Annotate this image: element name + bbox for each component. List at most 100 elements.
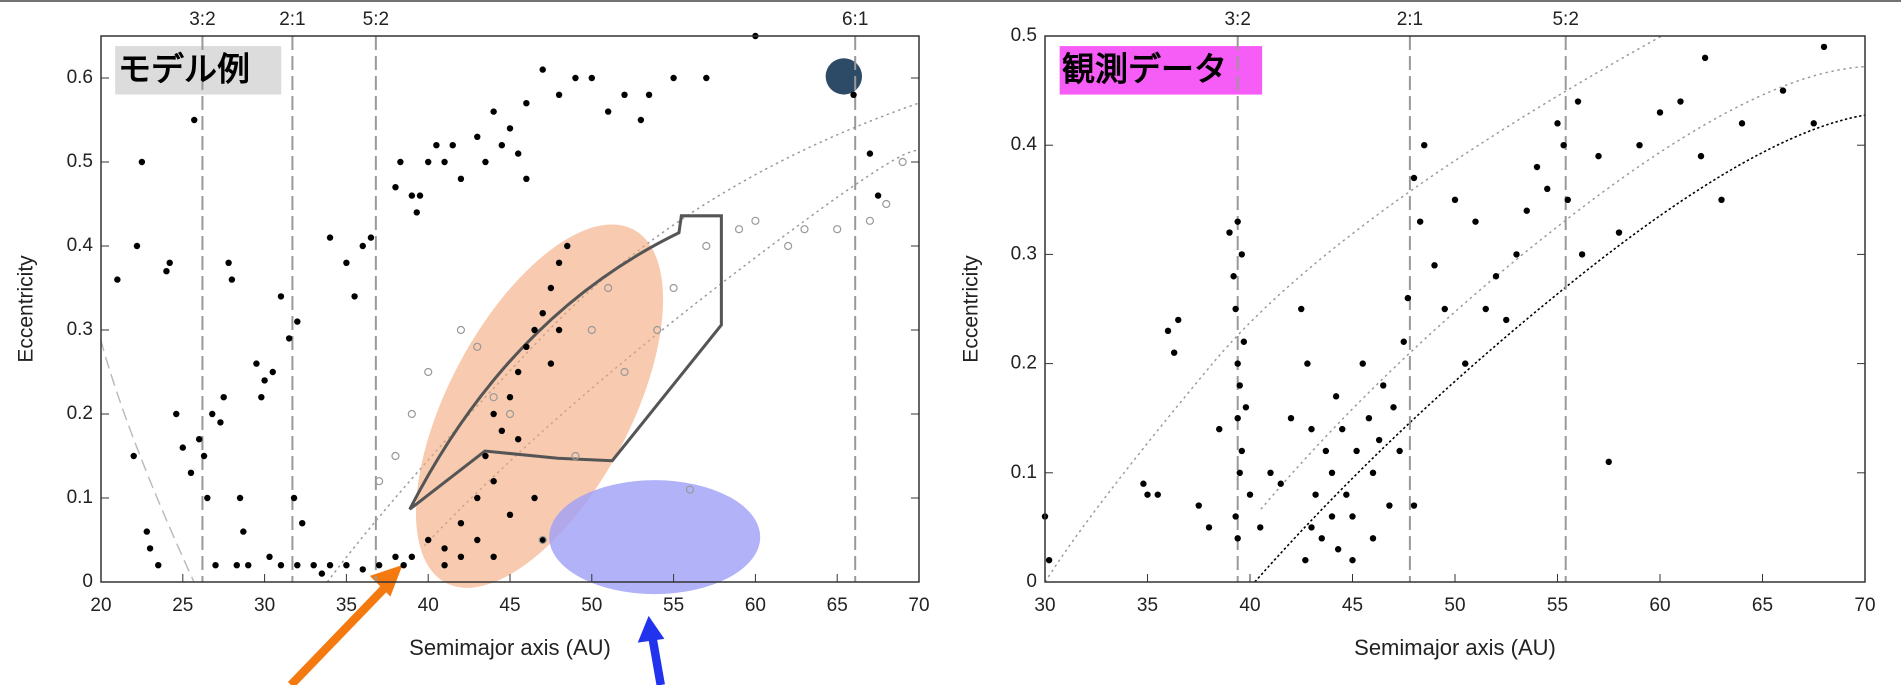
point — [367, 234, 375, 241]
point — [1431, 262, 1438, 269]
point — [1820, 43, 1828, 51]
point — [1328, 469, 1336, 476]
point — [653, 325, 662, 335]
point — [277, 293, 285, 300]
y-tick-label: 0.6 — [67, 67, 93, 88]
point — [1441, 305, 1448, 313]
point — [1615, 229, 1623, 236]
point — [1410, 174, 1418, 182]
x-tick-label: 45 — [499, 595, 520, 616]
point — [539, 66, 546, 73]
point — [294, 562, 301, 569]
y-tick-label: 0.4 — [67, 235, 94, 256]
point — [882, 199, 891, 209]
point — [539, 310, 546, 317]
point — [413, 209, 420, 216]
point — [1701, 54, 1709, 62]
point — [1503, 316, 1510, 324]
curve — [1044, 35, 1662, 583]
point — [482, 158, 489, 166]
point — [498, 142, 506, 149]
point — [195, 436, 203, 443]
point — [1578, 251, 1586, 258]
point — [1544, 185, 1551, 193]
point — [1226, 229, 1233, 236]
point — [408, 192, 416, 199]
point — [1595, 152, 1602, 160]
point — [441, 158, 448, 166]
point — [898, 157, 907, 167]
point — [1312, 491, 1319, 498]
y-tick-label: 0.3 — [1011, 243, 1037, 264]
curve — [1254, 114, 1865, 583]
point — [604, 283, 613, 293]
point — [1636, 142, 1643, 149]
point — [209, 410, 216, 418]
point — [359, 242, 366, 250]
x-tick-label: 50 — [1444, 595, 1465, 616]
point — [441, 562, 448, 569]
top-tick-label: 5:2 — [1552, 9, 1578, 30]
point — [1605, 458, 1612, 466]
point — [1238, 251, 1246, 258]
point — [392, 184, 399, 191]
point — [1779, 87, 1787, 94]
label-box — [1059, 46, 1263, 95]
point — [1267, 469, 1274, 476]
point — [1170, 349, 1178, 356]
point — [359, 566, 366, 573]
point — [457, 175, 465, 182]
x-tick-label: 40 — [1239, 595, 1260, 616]
top-tick-label: 6:1 — [842, 9, 868, 30]
point — [1513, 251, 1520, 258]
point — [1369, 469, 1377, 476]
point — [416, 192, 424, 199]
point — [1234, 535, 1241, 542]
x-tick-label: 30 — [254, 595, 275, 616]
point — [1349, 556, 1356, 564]
point — [1164, 327, 1172, 335]
point — [587, 325, 596, 335]
point — [670, 74, 677, 82]
point — [1375, 436, 1383, 444]
curve — [423, 149, 920, 547]
arrow-head — [637, 615, 665, 643]
point — [318, 570, 326, 577]
point — [1277, 480, 1284, 487]
arrow-head — [369, 564, 403, 597]
point — [604, 108, 612, 115]
point — [290, 494, 298, 502]
point — [490, 553, 497, 560]
point — [474, 494, 481, 502]
point — [1386, 502, 1393, 509]
point — [1339, 425, 1346, 433]
point — [212, 562, 219, 569]
point — [1287, 415, 1295, 422]
point — [449, 142, 456, 149]
point — [441, 545, 448, 552]
point — [1205, 524, 1213, 531]
arrow — [287, 579, 394, 685]
point — [1404, 294, 1412, 302]
point — [1564, 196, 1571, 203]
point — [392, 553, 399, 560]
point — [240, 528, 247, 535]
point — [155, 562, 162, 569]
point — [1298, 305, 1305, 313]
point — [375, 562, 383, 569]
top-tick-label: 2:1 — [1397, 9, 1423, 30]
point — [1697, 152, 1705, 160]
top-tick-label: 3:2 — [1224, 9, 1250, 30]
point — [531, 494, 538, 502]
point — [1045, 556, 1053, 564]
point — [351, 293, 358, 300]
x-tick-label: 20 — [90, 595, 111, 616]
point — [456, 325, 466, 335]
point — [1492, 273, 1500, 280]
plot-frame — [1044, 35, 1866, 583]
point — [514, 368, 522, 376]
point — [784, 241, 793, 251]
point — [408, 553, 416, 560]
point — [138, 158, 146, 166]
point — [1144, 491, 1151, 498]
